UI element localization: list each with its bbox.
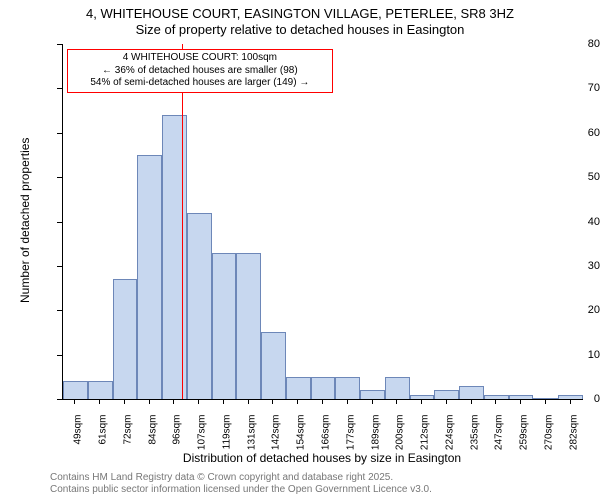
x-tick-mark [471,399,472,404]
histogram-bar [212,253,237,399]
histogram-bar [261,332,286,399]
x-tick-mark [74,399,75,404]
x-tick-mark [272,399,273,404]
x-tick-mark [495,399,496,404]
x-tick-mark [372,399,373,404]
attribution-line1: Contains HM Land Registry data © Crown c… [50,472,393,483]
marker-line [182,44,183,399]
x-tick-mark [149,399,150,404]
histogram-bar [434,390,459,399]
x-tick-mark [248,399,249,404]
chart-root: 4, WHITEHOUSE COURT, EASINGTON VILLAGE, … [0,0,600,500]
x-tick-mark [545,399,546,404]
histogram-bar [162,115,187,399]
y-axis-label: Number of detached properties [18,138,32,303]
chart-title-line2: Size of property relative to detached ho… [0,22,600,37]
attribution-line2: Contains public sector information licen… [50,484,432,495]
annotation-line1: 4 WHITEHOUSE COURT: 100sqm [72,52,328,65]
annotation-box: 4 WHITEHOUSE COURT: 100sqm ← 36% of deta… [67,49,333,93]
histogram-bar [187,213,212,399]
x-tick-mark [396,399,397,404]
histogram-bar [335,377,360,399]
x-tick-mark [223,399,224,404]
x-tick-mark [347,399,348,404]
x-tick-mark [297,399,298,404]
x-tick-mark [198,399,199,404]
annotation-line3: 54% of semi-detached houses are larger (… [72,77,328,90]
plot-area: 4 WHITEHOUSE COURT: 100sqm ← 36% of deta… [62,44,583,400]
histogram-bar [113,279,138,399]
histogram-bar [385,377,410,399]
x-tick-mark [570,399,571,404]
histogram-bar [558,395,583,399]
histogram-bar [533,398,558,399]
chart-title-line1: 4, WHITEHOUSE COURT, EASINGTON VILLAGE, … [0,6,600,21]
histogram-bar [137,155,162,399]
histogram-bar [88,381,113,399]
x-tick-mark [421,399,422,404]
x-tick-mark [520,399,521,404]
annotation-line2: ← 36% of detached houses are smaller (98… [72,65,328,78]
x-axis-label: Distribution of detached houses by size … [62,451,582,465]
x-tick-mark [124,399,125,404]
histogram-bar [236,253,261,399]
x-tick-mark [322,399,323,404]
histogram-bar [286,377,311,399]
histogram-bar [63,381,88,399]
histogram-bar [311,377,336,399]
x-tick-mark [173,399,174,404]
histogram-bar [459,386,484,399]
x-tick-mark [446,399,447,404]
histogram-bar [360,390,385,399]
x-tick-mark [99,399,100,404]
